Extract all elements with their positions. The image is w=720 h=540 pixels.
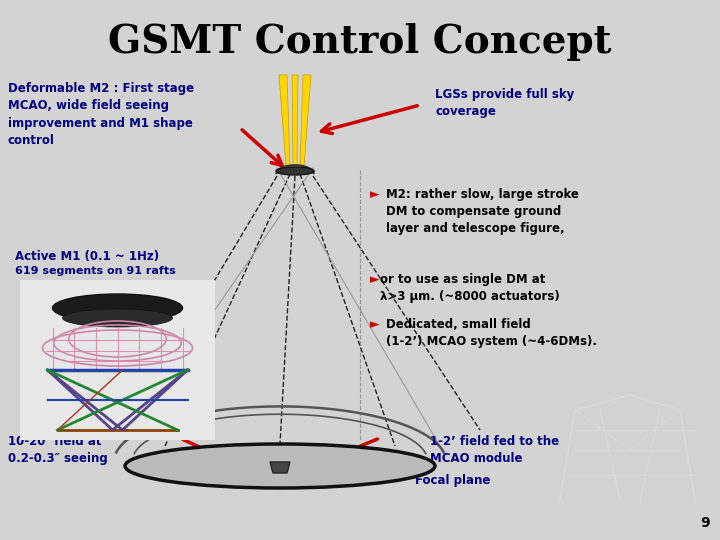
Ellipse shape bbox=[63, 309, 173, 327]
Polygon shape bbox=[300, 75, 311, 166]
Text: 619 segments on 91 rafts: 619 segments on 91 rafts bbox=[15, 266, 176, 276]
Polygon shape bbox=[292, 75, 298, 166]
Text: 9: 9 bbox=[701, 516, 710, 530]
Text: Focal plane: Focal plane bbox=[415, 474, 490, 487]
FancyBboxPatch shape bbox=[20, 280, 215, 440]
Text: or to use as single DM at
λ>3 μm. (~8000 actuators): or to use as single DM at λ>3 μm. (~8000… bbox=[380, 273, 559, 303]
Text: 1-2’ field fed to the
MCAO module: 1-2’ field fed to the MCAO module bbox=[430, 435, 559, 465]
Text: M2: rather slow, large stroke
DM to compensate ground
layer and telescope figure: M2: rather slow, large stroke DM to comp… bbox=[386, 188, 579, 235]
Text: GSMT Control Concept: GSMT Control Concept bbox=[108, 23, 612, 61]
Text: ►: ► bbox=[370, 273, 379, 286]
Polygon shape bbox=[279, 75, 290, 166]
Text: Deformable M2 : First stage
MCAO, wide field seeing
improvement and M1 shape
con: Deformable M2 : First stage MCAO, wide f… bbox=[8, 82, 194, 147]
Text: Active M1 (0.1 ~ 1Hz): Active M1 (0.1 ~ 1Hz) bbox=[15, 250, 159, 263]
Ellipse shape bbox=[276, 167, 314, 175]
Text: 10-20’ field at
0.2-0.3″ seeing: 10-20’ field at 0.2-0.3″ seeing bbox=[8, 435, 108, 465]
Text: LGSs provide full sky
coverage: LGSs provide full sky coverage bbox=[435, 88, 575, 118]
Text: ►: ► bbox=[370, 318, 379, 331]
Text: ►: ► bbox=[370, 188, 379, 201]
Polygon shape bbox=[270, 462, 290, 473]
Ellipse shape bbox=[53, 294, 182, 322]
Ellipse shape bbox=[125, 444, 435, 488]
Text: Dedicated, small field
(1-2’) MCAO system (~4-6DMs).: Dedicated, small field (1-2’) MCAO syste… bbox=[386, 318, 597, 348]
